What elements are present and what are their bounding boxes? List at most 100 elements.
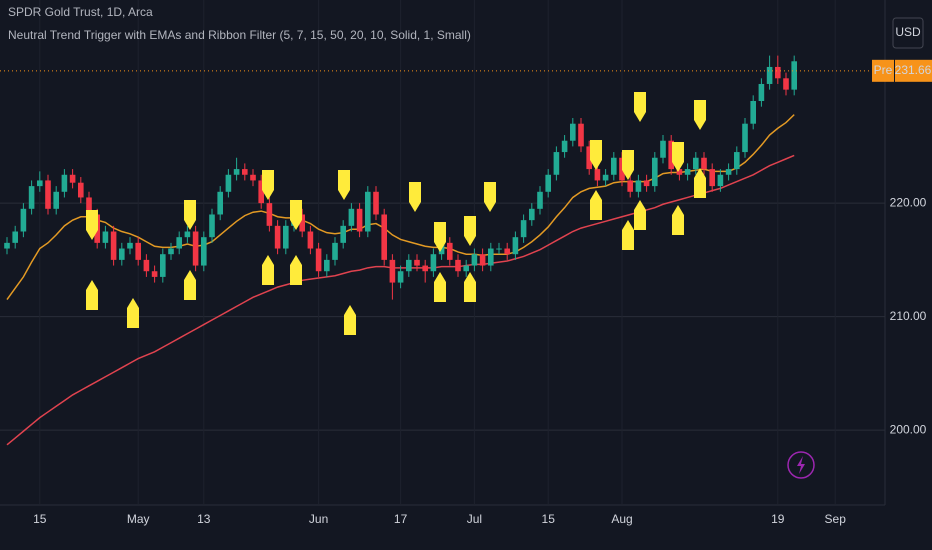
currency-button[interactable]: [892, 17, 924, 49]
candle-body: [45, 180, 51, 209]
x-tick-label: 15: [542, 512, 556, 526]
candle-body: [594, 169, 601, 181]
candle-body: [414, 259, 420, 266]
candle-body: [447, 242, 453, 260]
candle-body: [348, 208, 355, 226]
candle-body: [78, 182, 84, 198]
pre-badge: [872, 59, 894, 82]
candle-body: [176, 237, 182, 249]
candle-body: [307, 231, 314, 249]
y-tick-label: 210.00: [890, 309, 927, 323]
candle-body: [225, 174, 232, 192]
candle-body: [586, 146, 592, 170]
candle-body: [20, 208, 27, 232]
candle-body: [701, 157, 707, 170]
candle-body: [242, 169, 248, 175]
candle-body: [676, 169, 683, 175]
candle-body: [455, 259, 461, 272]
candle-body: [553, 152, 560, 175]
candle-body: [627, 180, 633, 192]
candle-body: [110, 231, 117, 260]
candle-body: [758, 83, 765, 101]
candle-body: [61, 174, 68, 192]
price-badge: [895, 59, 932, 82]
candle-body: [151, 271, 158, 277]
candle-body: [561, 140, 568, 153]
candle-body: [127, 242, 133, 249]
candle-body: [775, 66, 781, 79]
candle-body: [160, 254, 166, 277]
candle-body: [143, 259, 150, 272]
x-tick-label: Sep: [825, 512, 847, 526]
candle-body: [578, 123, 584, 147]
candle-body: [217, 191, 223, 215]
candle-body: [545, 174, 551, 192]
candle-body: [496, 248, 502, 250]
candle-body: [69, 174, 76, 183]
axes: 200.00 210.00 220.00 15 May 13 Jun 17 Jul 15 Aug 19…: [0, 59, 932, 526]
candle-body: [643, 180, 650, 187]
candle-body: [12, 231, 18, 243]
candle-body: [340, 225, 346, 243]
lightning-icon: [787, 451, 815, 479]
x-tick-label: 17: [394, 512, 408, 526]
candle-body: [652, 157, 658, 187]
candle-body: [332, 242, 338, 260]
candle-body: [684, 169, 691, 175]
candle-body: [602, 174, 609, 181]
candles: [4, 55, 797, 300]
price-label: 231.66: [895, 63, 932, 77]
candle-body: [184, 231, 191, 238]
candle-body: [520, 220, 527, 238]
candle-body: [283, 225, 289, 249]
indicator-label: Neutral Trend Trigger with EMAs and Ribb…: [8, 28, 471, 42]
candle-body: [315, 248, 322, 272]
candle-body: [381, 214, 387, 260]
candle-body: [422, 265, 428, 272]
x-tick-label: Aug: [611, 512, 632, 526]
candle-body: [512, 237, 519, 255]
currency[interactable]: USD: [895, 25, 921, 39]
candle-body: [783, 78, 789, 90]
candle-body: [86, 197, 92, 215]
candle-body: [635, 180, 642, 192]
candle-body: [119, 248, 125, 260]
candle-body: [37, 180, 43, 187]
candle-body: [389, 259, 396, 283]
candle-body: [471, 254, 478, 266]
candle-body: [529, 208, 535, 221]
candle-body: [356, 208, 363, 232]
candle-body: [266, 203, 273, 226]
candle-body: [53, 191, 59, 209]
candle-body: [791, 61, 797, 90]
candle-body: [725, 169, 732, 175]
y-tick-label: 220.00: [890, 195, 927, 209]
x-tick-label: 13: [197, 512, 211, 526]
candle-body: [233, 169, 240, 175]
candle-body: [274, 225, 281, 249]
candle-body: [209, 214, 215, 238]
candle-body: [258, 180, 264, 204]
candle-body: [611, 157, 617, 175]
candle-body: [504, 248, 510, 255]
candle-body: [488, 248, 494, 266]
candle-body: [709, 169, 715, 187]
x-tick-label: 15: [33, 512, 47, 526]
candle-body: [734, 152, 740, 170]
candle-body: [373, 191, 379, 215]
candle-body: [750, 101, 756, 124]
candle-body: [430, 254, 437, 272]
pre-label: Pre: [874, 63, 893, 77]
candle-body: [660, 140, 666, 158]
candle-body: [717, 174, 724, 187]
x-tick-label: May: [127, 512, 150, 526]
candle-body: [668, 140, 674, 170]
candle-body: [324, 259, 330, 272]
candle-body: [168, 248, 174, 255]
x-tick-label: 19: [771, 512, 785, 526]
candle-body: [299, 214, 305, 232]
candle-body: [28, 186, 35, 209]
candle-body: [742, 123, 748, 153]
y-tick-label: 200.00: [890, 422, 927, 436]
